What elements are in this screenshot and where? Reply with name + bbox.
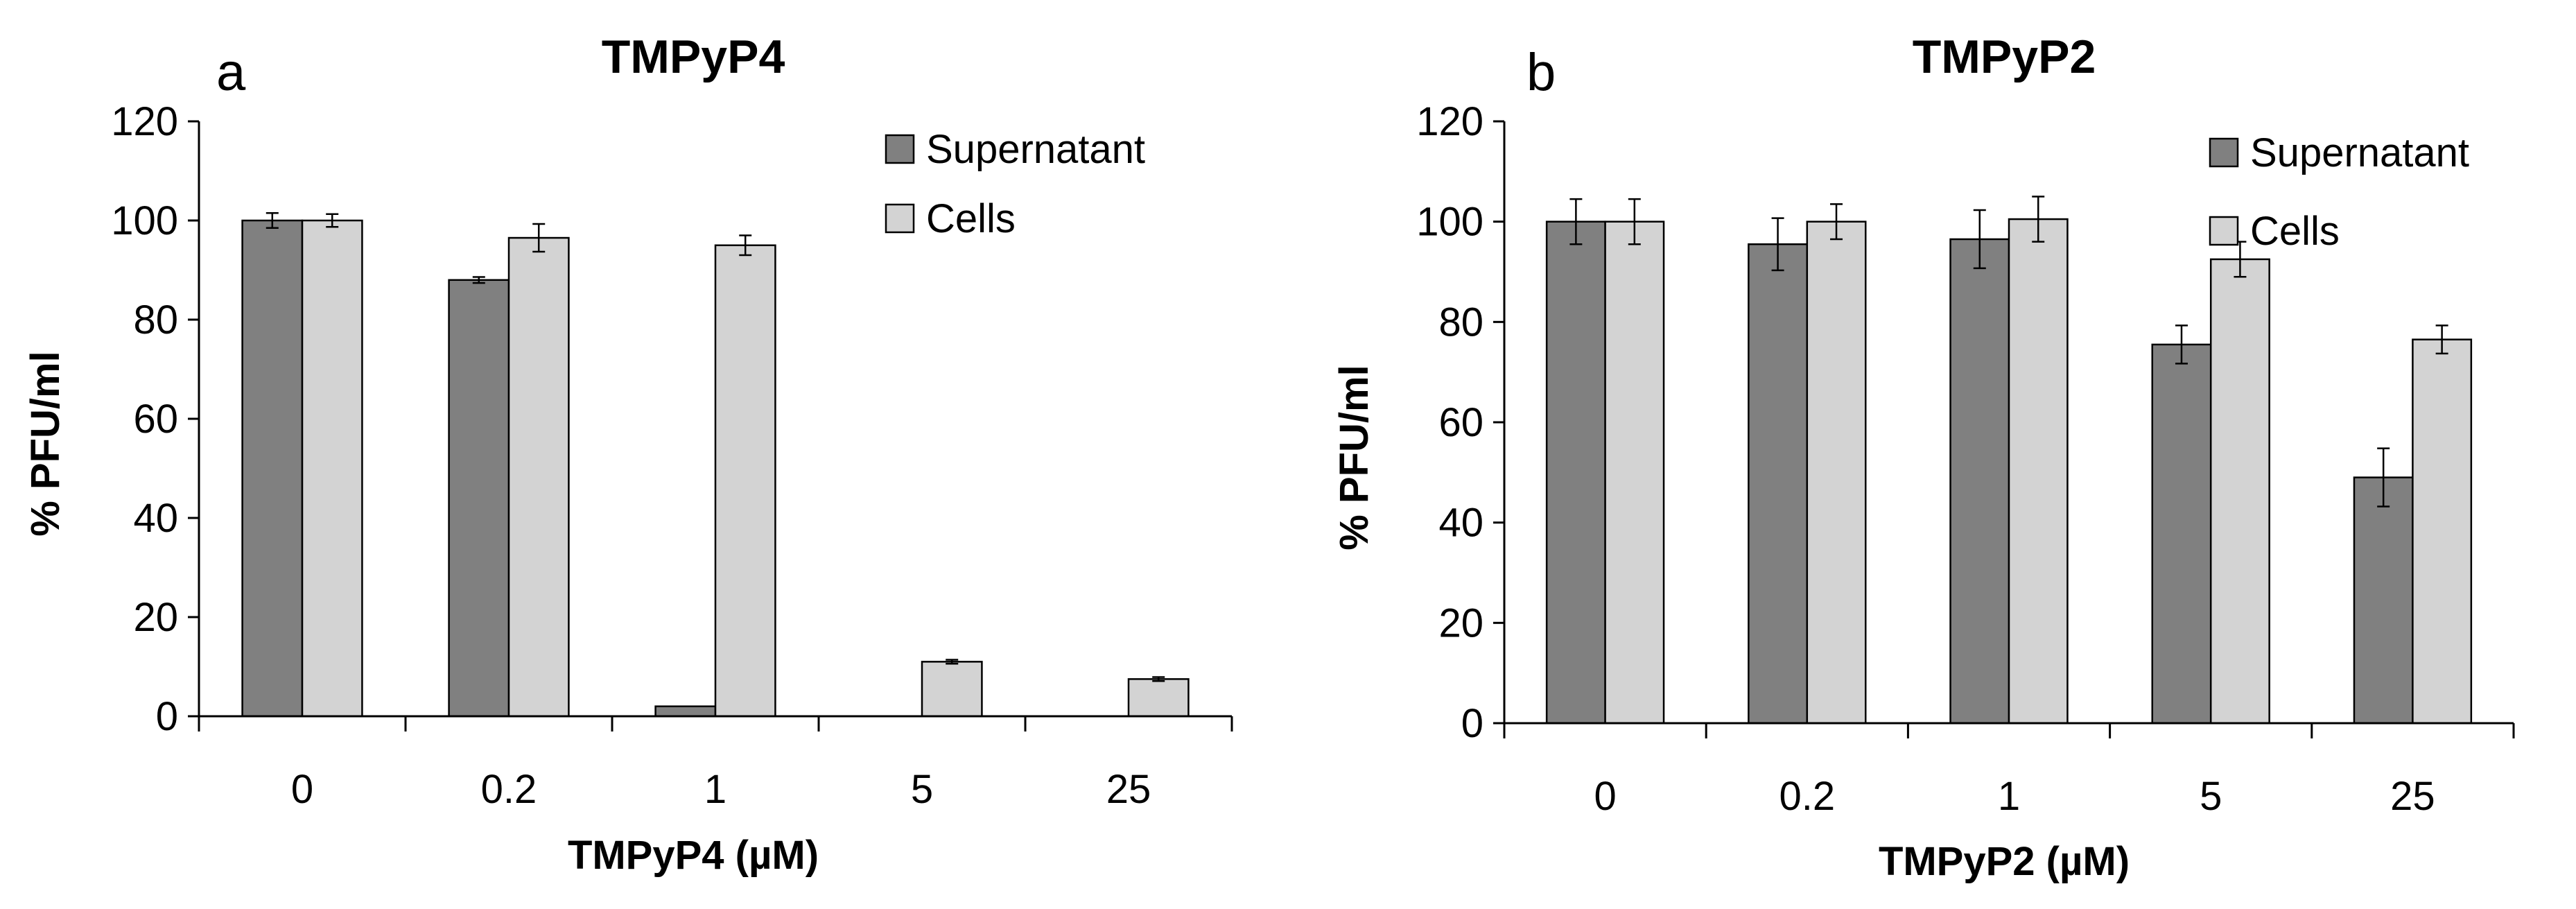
chart-a-y-tick-label: 20 [133, 595, 178, 640]
chart-a-bar-cells [714, 244, 776, 718]
chart-a-y-tick-label: 80 [133, 297, 178, 343]
chart-a-legend-label: Supernatant [926, 127, 1145, 172]
chart-a-bar-supernatant [654, 705, 717, 718]
chart-b-legend-swatch-cells [2209, 216, 2239, 246]
chart-b-x-tick-label: 0.2 [1779, 774, 1835, 819]
chart-a-y-tick-label: 40 [133, 496, 178, 541]
chart-b-x-axis-label: TMPyP2 (µM) [1879, 839, 2130, 884]
chart-a-bar-supernatant [241, 219, 304, 718]
chart-panel-a: a TMPyP4 TMPyP4 (µM) % PFU/ml 0 20 40 60 80 1… [23, 31, 1233, 878]
chart-b-y-tick-label: 60 [1438, 400, 1483, 445]
chart-a-svg: a TMPyP4 TMPyP4 (µM) % PFU/ml 0 20 40 60 80 1… [23, 31, 1233, 878]
chart-a-bar-cells [921, 661, 983, 718]
chart-b-legend-label: Supernatant [2250, 130, 2469, 175]
chart-b-y-tick-label: 120 [1416, 99, 1483, 144]
chart-b-title: TMPyP2 [1913, 31, 2096, 83]
chart-b-y-tick-label: 40 [1438, 501, 1483, 546]
chart-a-x-tick-label: 0 [291, 767, 313, 812]
chart-b-legend-label: Cells [2250, 209, 2340, 254]
chart-a-x-tick-label: 5 [911, 767, 933, 812]
chart-a-legend-label: Cells [926, 196, 1016, 241]
chart-b-bar-cells [2412, 338, 2473, 725]
chart-b-bar-supernatant [1949, 238, 2010, 725]
chart-b-bar-supernatant [1545, 220, 1606, 725]
chart-a-bar-cells [1127, 678, 1190, 718]
chart-a-x-tick-label: 1 [704, 767, 726, 812]
panel-letter-b: b [1526, 43, 1556, 102]
chart-b-bar-supernatant [2151, 343, 2212, 725]
chart-b-y-tick-label: 20 [1438, 600, 1483, 646]
chart-a-y-tick-label: 100 [111, 198, 178, 243]
chart-b-plot-area: 0 20 40 60 80 100 120 0 0.2 1 5 25 Supernatant Cells [1416, 99, 2515, 819]
chart-b-y-tick-label: 0 [1461, 701, 1483, 746]
chart-b-bar-cells [2008, 218, 2069, 725]
chart-a-x-tick-label: 0.2 [481, 767, 537, 812]
chart-a-bar-cells [507, 236, 570, 718]
chart-a-y-tick-label: 120 [111, 99, 178, 144]
chart-a-y-axis-label: % PFU/ml [23, 351, 68, 537]
chart-b-y-tick-label: 100 [1416, 200, 1483, 245]
chart-b-bar-supernatant [2353, 476, 2414, 725]
chart-b-bar-cells [2209, 258, 2270, 725]
chart-a-x-axis-label: TMPyP4 (µM) [568, 833, 819, 878]
chart-a-bar-cells [301, 219, 363, 718]
chart-a-bar-supernatant [448, 279, 510, 718]
panel-letter-a: a [216, 43, 246, 102]
chart-panel-b: b TMPyP2 TMPyP2 (µM) % PFU/ml 0 20 40 60 80 1… [1288, 0, 2576, 909]
chart-b-svg: b TMPyP2 TMPyP2 (µM) % PFU/ml 0 20 40 60 80 1… [1332, 31, 2515, 884]
chart-b-y-tick-label: 80 [1438, 300, 1483, 345]
chart-a-legend-swatch-supernatant [885, 134, 915, 164]
chart-a-x-tick-label: 25 [1106, 767, 1151, 812]
chart-a-plot-area: 0 20 40 60 80 100 120 0 0.2 1 5 25 Supernatant Cells [111, 99, 1233, 812]
chart-b-legend-swatch-supernatant [2209, 137, 2239, 168]
chart-b-x-tick-label: 25 [2390, 774, 2435, 819]
chart-b-bar-cells [1806, 220, 1867, 725]
chart-a-y-tick-label: 60 [133, 397, 178, 442]
chart-a-y-tick-label: 0 [156, 694, 178, 739]
chart-b-bar-supernatant [1748, 243, 1809, 725]
chart-b-x-tick-label: 1 [1998, 774, 2020, 819]
chart-b-x-tick-label: 5 [2200, 774, 2222, 819]
chart-b-x-tick-label: 0 [1594, 774, 1616, 819]
chart-b-y-axis-label: % PFU/ml [1332, 365, 1377, 551]
chart-b-bar-cells [1604, 220, 1665, 725]
chart-a-title: TMPyP4 [602, 31, 785, 83]
chart-a-legend-swatch-cells [885, 203, 915, 234]
